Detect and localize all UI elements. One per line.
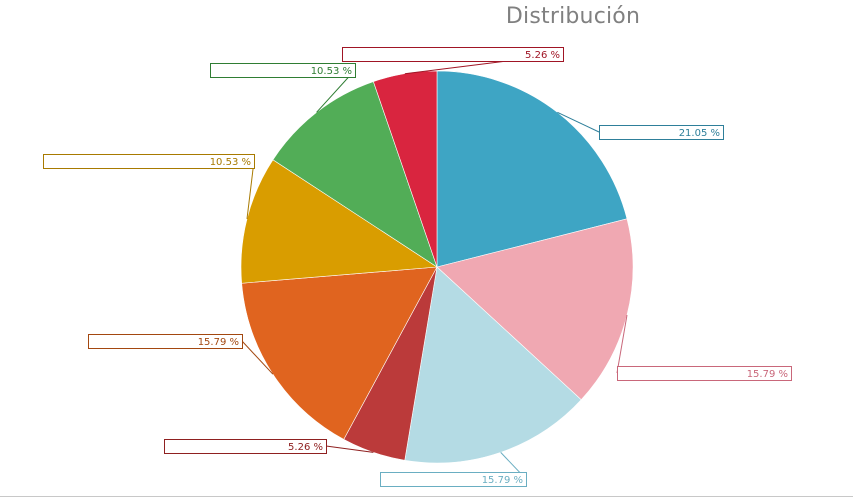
- leader-line: [246, 160, 255, 219]
- data-label-box: [210, 63, 356, 78]
- data-label: 5.26 %: [288, 442, 323, 453]
- data-label-box: [617, 366, 792, 381]
- data-label-box: [43, 154, 255, 169]
- pie-slice: [436, 218, 634, 401]
- data-label: 15.79 %: [747, 369, 788, 380]
- pie-slice: [240, 159, 438, 284]
- data-label-box: [599, 125, 724, 140]
- data-label-box: [164, 439, 327, 454]
- pie-slice: [241, 266, 438, 440]
- data-label: 21.05 %: [679, 128, 720, 139]
- leader-line: [325, 445, 374, 453]
- data-label-box: [88, 334, 243, 349]
- leader-line: [557, 111, 600, 133]
- pie-slice: [436, 70, 628, 268]
- pie-slice: [373, 70, 438, 268]
- data-label: 10.53 %: [311, 66, 352, 77]
- data-label: 15.79 %: [482, 475, 523, 486]
- data-label: 15.79 %: [198, 337, 239, 348]
- data-label-box: [380, 472, 527, 487]
- data-label: 5.26 %: [525, 50, 560, 61]
- data-label-box: [342, 47, 564, 62]
- chart-title: Distribución: [505, 4, 641, 29]
- data-label: 10.53 %: [210, 157, 251, 168]
- leader-line: [241, 340, 274, 375]
- bottom-divider: [0, 496, 853, 497]
- leader-line: [616, 315, 628, 374]
- pie-slice: [404, 266, 582, 464]
